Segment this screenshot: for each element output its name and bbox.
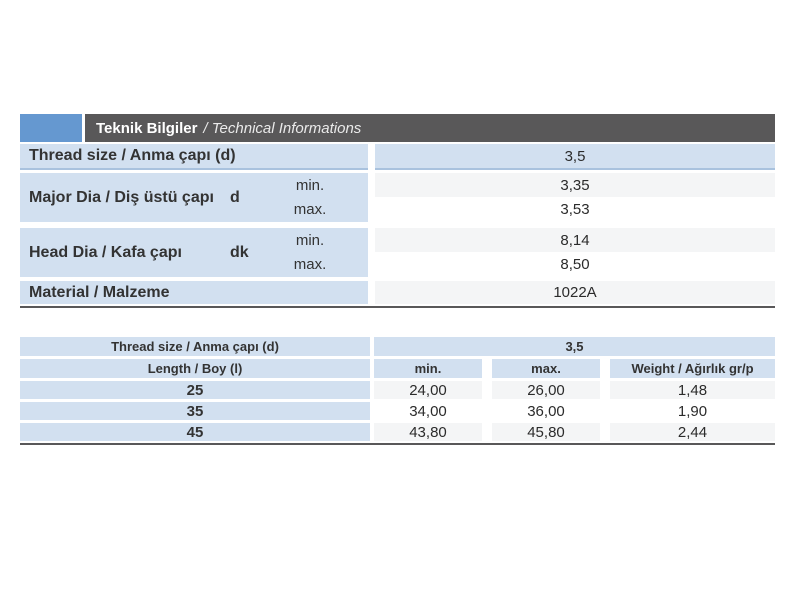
table-row-length-25: 25 24,00 26,00 1,48 — [20, 381, 775, 399]
table-row-thread-header: Thread size / Anma çapı (d) 3,5 — [20, 337, 775, 356]
min-value: 24,00 — [374, 381, 482, 399]
spec-table: Thread size / Anma çapı (d) 3,5 Major Di… — [20, 144, 775, 308]
material-value: 1022A — [375, 281, 775, 304]
weight-value: 1,48 — [610, 381, 775, 399]
header-subtitle: / Technical Informations — [203, 119, 362, 137]
table-row-column-headers: Length / Boy (l) min. max. Weight / Ağır… — [20, 359, 775, 378]
head-dia-label: Head Dia / Kafa çapı — [29, 243, 182, 261]
major-dia-max-label: max. — [293, 201, 327, 219]
t2-thread-size-value: 3,5 — [374, 337, 775, 356]
header-bar: Teknik Bilgiler / Technical Informations — [20, 114, 775, 142]
length-value: 25 — [20, 381, 370, 399]
weight-value: 1,90 — [610, 402, 775, 420]
head-dia-symbol: dk — [229, 243, 249, 261]
brand-color-block — [20, 114, 82, 142]
table-bottom-rule — [20, 443, 775, 445]
table-row-major-dia: Major Dia / Diş üstü çapı d min. max. 3,… — [20, 173, 775, 222]
max-value: 26,00 — [492, 381, 600, 399]
table-bottom-rule — [20, 306, 775, 308]
min-value: 43,80 — [374, 423, 482, 441]
column-header-length: Length / Boy (l) — [20, 359, 370, 378]
material-label: Material / Malzeme — [20, 281, 368, 304]
column-header-weight: Weight / Ağırlık gr/p — [610, 359, 775, 378]
thread-size-value: 3,5 — [375, 144, 775, 170]
table-row-length-35: 35 34,00 36,00 1,90 — [20, 402, 775, 420]
column-header-min: min. — [374, 359, 482, 378]
max-value: 45,80 — [492, 423, 600, 441]
header-title-bar: Teknik Bilgiler / Technical Informations — [85, 114, 775, 142]
major-dia-min-value: 3,35 — [375, 173, 775, 197]
table-row-length-45: 45 43,80 45,80 2,44 — [20, 423, 775, 441]
head-dia-max-label: max. — [293, 256, 327, 274]
max-value: 36,00 — [492, 402, 600, 420]
head-dia-max-value: 8,50 — [375, 252, 775, 277]
major-dia-symbol: d — [229, 188, 240, 206]
major-dia-label: Major Dia / Diş üstü çapı — [29, 188, 214, 206]
min-value: 34,00 — [374, 402, 482, 420]
length-value: 35 — [20, 402, 370, 420]
thread-size-label: Thread size / Anma çapı (d) — [20, 144, 368, 170]
header-title: Teknik Bilgiler — [96, 119, 198, 137]
column-header-max: max. — [492, 359, 600, 378]
table-row-material: Material / Malzeme 1022A — [20, 281, 775, 304]
head-dia-min-label: min. — [295, 231, 325, 249]
head-dia-min-value: 8,14 — [375, 228, 775, 252]
table-row-thread-size: Thread size / Anma çapı (d) 3,5 — [20, 144, 775, 170]
major-dia-min-label: min. — [295, 176, 325, 194]
t2-thread-size-label: Thread size / Anma çapı (d) — [20, 337, 370, 356]
length-value: 45 — [20, 423, 370, 441]
major-dia-max-value: 3,53 — [375, 197, 775, 222]
table-row-head-dia: Head Dia / Kafa çapı dk min. max. 8,14 8… — [20, 228, 775, 277]
length-table: Thread size / Anma çapı (d) 3,5 Length /… — [20, 337, 775, 445]
weight-value: 2,44 — [610, 423, 775, 441]
